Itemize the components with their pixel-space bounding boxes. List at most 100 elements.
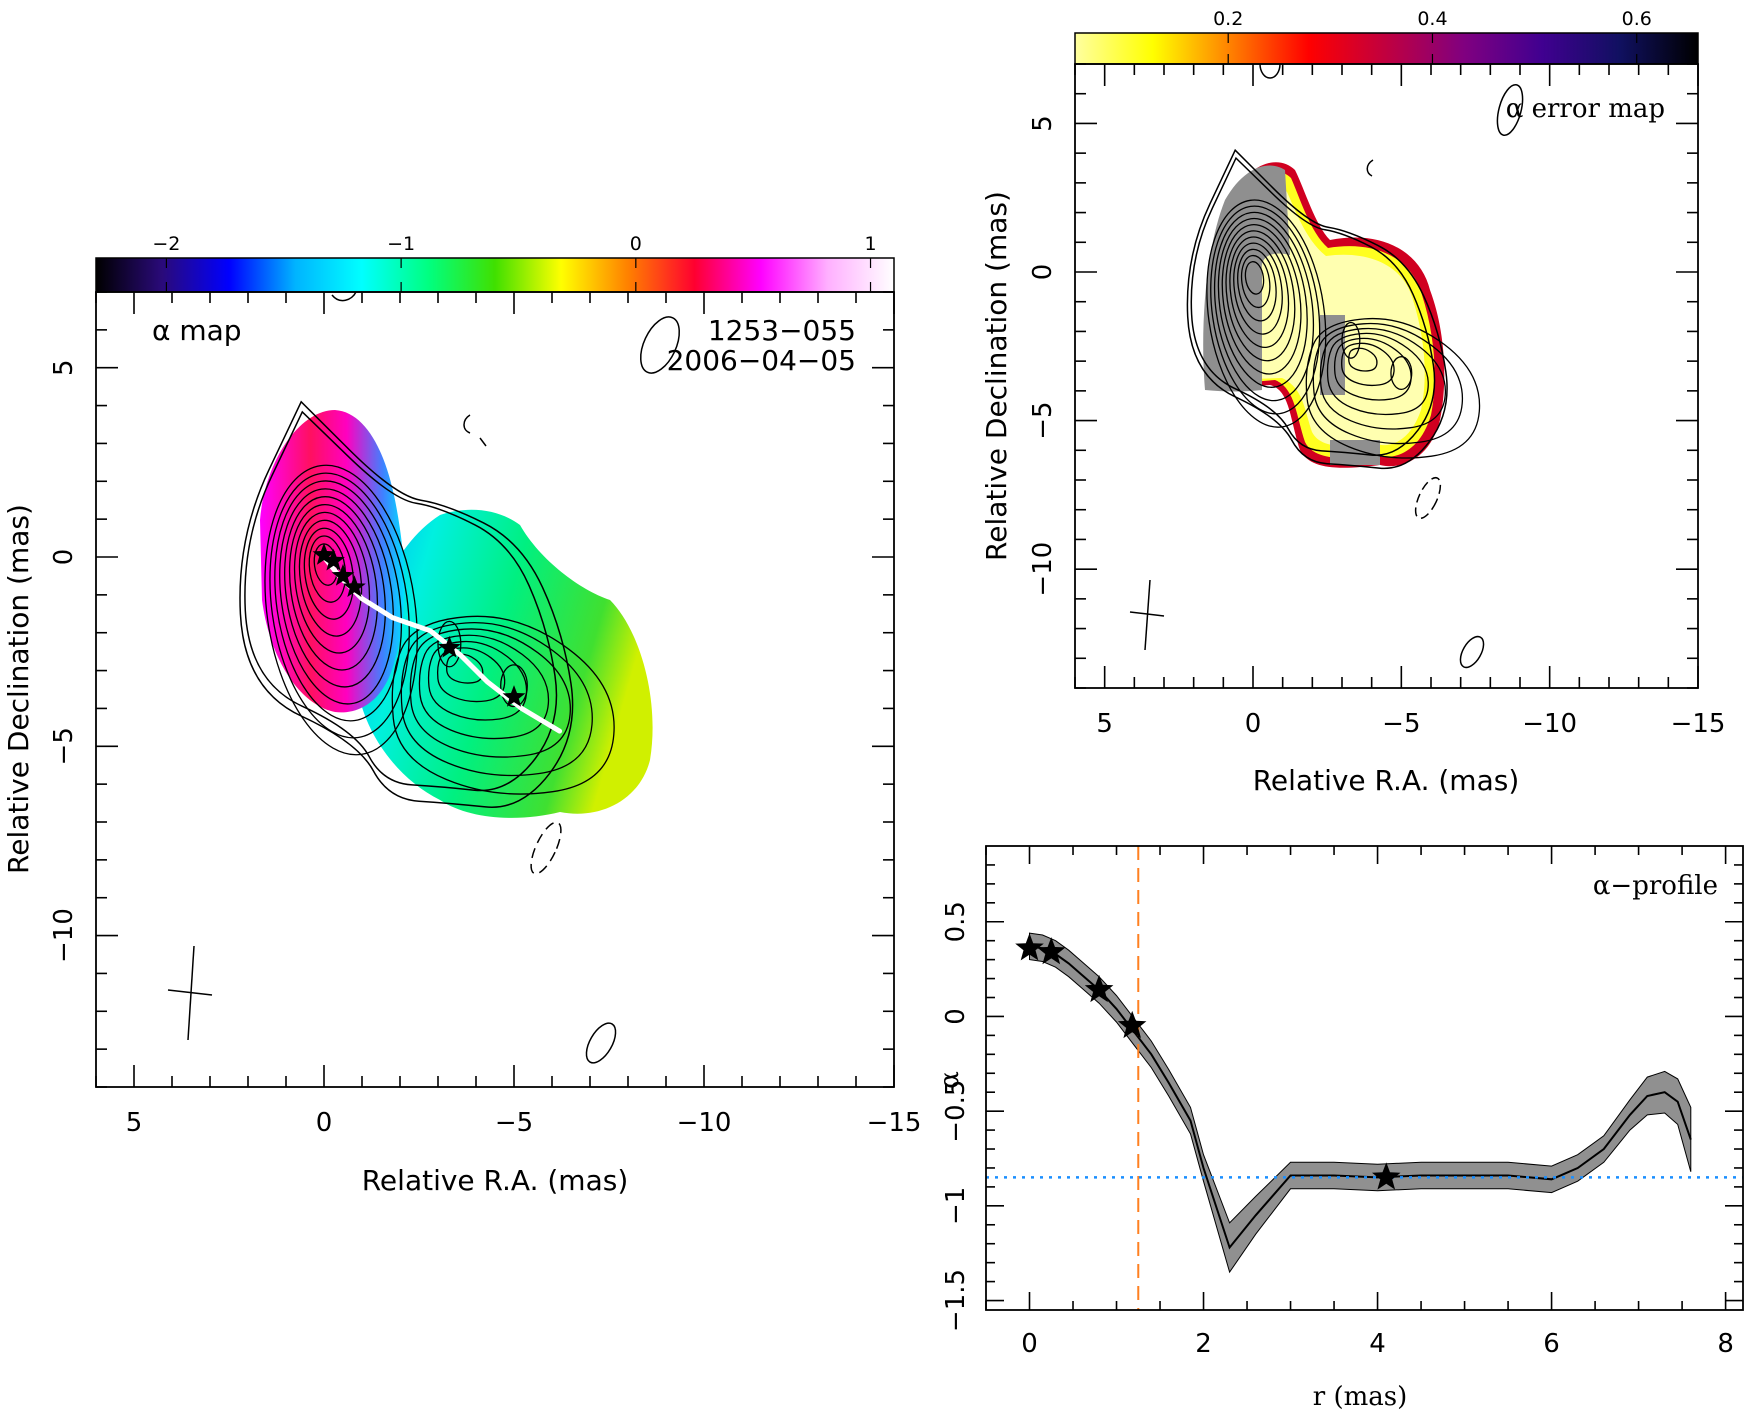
alpha-map-star [331, 563, 355, 586]
alpha-map-side-contour [639, 316, 681, 374]
alpha-map-cbar-tick-label: −1 [387, 233, 415, 255]
alpha-error-map-beam [1459, 635, 1485, 669]
alpha-map-star [322, 548, 345, 571]
alpha-map-contour [391, 615, 615, 795]
alpha-error-map-annotation: α error map [1506, 94, 1665, 124]
alpha-error-map-contour [1237, 248, 1277, 322]
alpha-map-ytick-label: 0 [49, 549, 79, 566]
alpha-profile-xtick-label: 2 [1195, 1329, 1212, 1359]
alpha-error-map-contour [1240, 254, 1271, 309]
alpha-map-contour [279, 488, 394, 705]
alpha-profile-ytick-label: −1 [941, 1187, 971, 1225]
alpha-map-contour [427, 640, 528, 721]
alpha-map-xtick-label: 0 [316, 1108, 333, 1138]
alpha-map-image [167, 292, 681, 1064]
alpha-profile-xtick-label: 8 [1717, 1329, 1734, 1359]
alpha-profile-ytick-label: 0 [941, 1008, 971, 1025]
alpha-error-map-contour [1233, 242, 1283, 335]
alpha-profile-star [1015, 933, 1044, 961]
alpha-error-map-ytick-label: 0 [1028, 264, 1058, 281]
alpha-profile-panel: 0 2 4 6 8 0.5 0 −0.5 −1 −1.5 α−profile r (mas) α [935, 845, 1744, 1412]
alpha-map-contour [308, 535, 347, 603]
alpha-map-side-contour [479, 437, 487, 447]
alpha-error-map-side-contour [1259, 64, 1281, 79]
alpha-error-map-colorbar [1074, 32, 1699, 65]
alpha-map-axis-ticks: 5 0 −5 −10 −15 5 0 −5 −10 [49, 291, 922, 1138]
alpha-profile-ytick-label: −1.5 [941, 1269, 971, 1332]
alpha-profile-xlabel: r (mas) [1313, 1382, 1407, 1412]
alpha-profile-star [1372, 1162, 1401, 1190]
alpha-map-contour [239, 400, 574, 808]
alpha-map-contour [500, 664, 528, 708]
alpha-map-contour [303, 527, 355, 620]
alpha-map-xtick-label: −15 [867, 1108, 922, 1138]
alpha-error-map-side-contour [1366, 159, 1374, 177]
alpha-error-map-contour [1210, 205, 1321, 415]
alpha-map-ytick-label: 5 [49, 359, 79, 376]
alpha-error-map-side-contour [1496, 83, 1524, 137]
alpha-map-star [438, 635, 461, 658]
alpha-profile-stars [1015, 933, 1401, 1190]
alpha-error-map-frame [1074, 63, 1699, 689]
alpha-profile-star [1117, 1010, 1147, 1039]
alpha-map-colorbar-ticks: −2 −1 0 1 [152, 233, 877, 292]
alpha-error-map-colorbar-ticks: 0.2 0.4 0.6 [1213, 8, 1652, 64]
alpha-map-contour [409, 628, 571, 758]
alpha-error-map-xtick-label: −10 [1522, 709, 1577, 739]
alpha-error-map-cbar-tick-label: 0.6 [1622, 8, 1652, 30]
alpha-map-ytick-label: −5 [49, 727, 79, 765]
alpha-profile-annotation: α−profile [1593, 871, 1718, 901]
alpha-error-map-side-contour [1414, 476, 1442, 520]
alpha-map-contour [298, 519, 363, 637]
alpha-error-map-ytick-label: −5 [1028, 401, 1058, 439]
alpha-map-xtick-label: 5 [126, 1108, 143, 1138]
alpha-error-map-contour [1225, 230, 1296, 362]
alpha-map-contour [418, 634, 550, 740]
alpha-error-map-ytick-label: 5 [1028, 115, 1058, 132]
alpha-map-contour [264, 464, 418, 756]
alpha-error-map-gray [1330, 440, 1380, 465]
alpha-error-map-xtick-label: 5 [1096, 709, 1113, 739]
alpha-profile-star [1084, 974, 1114, 1003]
alpha-map-ylabel: Relative Declination (mas) [2, 504, 35, 874]
alpha-map-beam-cross [167, 945, 213, 1041]
alpha-map-annotation: α map [152, 314, 242, 347]
alpha-map-frame [95, 291, 895, 1088]
alpha-error-map-contour [1312, 322, 1464, 445]
alpha-map-ytick-label: −10 [49, 908, 79, 963]
alpha-map-side-contour [331, 292, 357, 302]
alpha-error-map-contour [1190, 156, 1436, 456]
alpha-map-xtick-label: −5 [495, 1108, 533, 1138]
alpha-map-xtick-label: −10 [677, 1108, 732, 1138]
alpha-profile-ytick-label: −0.5 [941, 1080, 971, 1143]
alpha-error-map-cbar-tick-label: 0.4 [1417, 8, 1447, 30]
alpha-error-map-xtick-label: −15 [1671, 709, 1726, 739]
alpha-error-map-contour [1217, 217, 1308, 388]
alpha-error-map-contour [1333, 337, 1412, 401]
alpha-profile-error-band [1029, 932, 1692, 1274]
alpha-profile-frame [985, 845, 1744, 1311]
alpha-map-epoch: 2006−04−05 [667, 344, 856, 377]
alpha-map-star [312, 543, 336, 565]
alpha-map-beam [585, 1022, 617, 1064]
alpha-error-map-gray [1320, 315, 1345, 395]
alpha-error-map-contour [1390, 356, 1413, 391]
alpha-map-contour [244, 410, 558, 792]
alpha-map-star [502, 685, 526, 707]
alpha-map-contour [274, 480, 403, 722]
alpha-error-map-contour [1213, 211, 1315, 402]
alpha-error-map-ytick-label: −10 [1028, 542, 1058, 597]
alpha-map-cbar-tick-label: 1 [864, 233, 876, 255]
alpha-map-xlabel: Relative R.A. (mas) [362, 1164, 629, 1197]
alpha-profile-xtick-label: 0 [1021, 1329, 1038, 1359]
alpha-map-cbar-tick-label: 0 [630, 233, 642, 255]
alpha-error-map-contour [1229, 236, 1290, 349]
alpha-error-map-contour [1305, 317, 1481, 459]
alpha-error-map-contour [1326, 332, 1429, 416]
alpha-error-map-contour [1244, 261, 1265, 295]
alpha-map-side-contour [530, 821, 562, 875]
alpha-map-star [343, 575, 366, 597]
alpha-error-map-ylabel: Relative Declination (mas) [980, 191, 1013, 561]
